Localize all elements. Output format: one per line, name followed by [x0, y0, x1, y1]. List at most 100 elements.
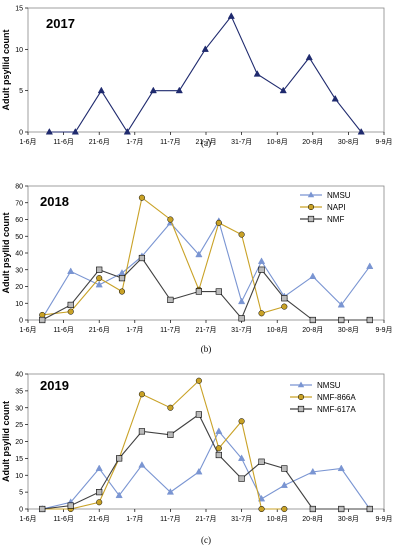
data-point — [67, 267, 75, 274]
data-point — [257, 257, 266, 264]
data-point — [95, 280, 103, 288]
data-point — [281, 465, 288, 472]
data-point — [215, 451, 222, 459]
y-tick-label: 50 — [15, 234, 23, 241]
x-tick-label: 31-7月 — [231, 138, 252, 146]
legend-marker — [307, 203, 315, 211]
series-nmsu — [38, 217, 374, 321]
x-tick-label: 30-8月 — [338, 515, 359, 523]
data-point — [227, 12, 235, 19]
data-point — [337, 300, 345, 308]
series-line — [41, 219, 371, 319]
x-tick-label: 20-8月 — [302, 515, 323, 523]
y-tick-label: 20 — [15, 284, 23, 291]
x-tick-label: 30-8月 — [338, 326, 359, 334]
y-tick-label: 40 — [15, 251, 23, 258]
x-tick-label: 11-7月 — [160, 138, 181, 146]
legend-entry: NMF — [327, 215, 344, 224]
x-tick-label: 10-8月 — [267, 515, 288, 523]
x-tick-label: 21-6月 — [89, 515, 110, 523]
x-tick-label: 21-6月 — [89, 326, 110, 334]
chart-panel-2: 0 10 20 30 40 50 60 70 80 1-6月 11-6月 21-6月 1-7月 11-7月… — [1, 184, 393, 355]
plot-frame — [27, 7, 385, 133]
data-point — [195, 411, 202, 418]
y-tick-label: 5 — [19, 490, 23, 497]
series-line — [42, 196, 285, 316]
legend-marker — [297, 405, 305, 413]
x-tick-label: 21-7月 — [195, 515, 216, 523]
series-line — [41, 257, 370, 321]
x-tick-label: 9-9月 — [375, 326, 392, 334]
data-point — [116, 455, 123, 462]
x-tick-label: 9-9月 — [375, 515, 392, 523]
legend-marker — [297, 393, 305, 401]
series-napi — [39, 194, 288, 319]
data-point — [238, 475, 245, 482]
data-point — [138, 428, 146, 435]
y-axis-label: Adult psyllid count — [1, 30, 11, 111]
data-point — [238, 418, 245, 425]
data-point — [96, 489, 103, 496]
y-tick-label: 35 — [15, 388, 23, 395]
chart-title: 2017 — [46, 16, 75, 31]
x-tick-label: 21-6月 — [89, 138, 110, 146]
legend-entry: NMSU — [327, 191, 351, 200]
data-point — [305, 53, 313, 61]
data-point — [138, 461, 146, 468]
y-tick-label: 40 — [15, 372, 23, 379]
data-point — [95, 464, 103, 472]
x-tick-label: 11-7月 — [160, 515, 181, 523]
data-point — [309, 505, 316, 513]
series-nmf-617a — [39, 411, 373, 513]
series-nmf-866a — [39, 377, 288, 513]
data-point — [195, 288, 202, 295]
data-point — [366, 316, 373, 324]
data-point — [118, 288, 126, 295]
figure-caption: (b) — [201, 344, 212, 354]
data-point — [96, 499, 103, 506]
series-line — [42, 413, 370, 510]
data-point — [149, 86, 157, 94]
data-point — [357, 127, 365, 135]
y-tick-label: 10 — [15, 301, 23, 308]
data-point — [281, 505, 288, 513]
data-point — [215, 427, 223, 434]
y-tick-label: 15 — [15, 6, 23, 13]
x-tick-label: 21-7月 — [195, 138, 216, 146]
x-tick-label: 21-7月 — [195, 326, 216, 334]
data-point — [39, 505, 46, 513]
y-tick-label: 0 — [19, 318, 23, 325]
x-tick-label: 1-6月 — [19, 515, 36, 523]
y-axis-label: Adult psyllid count — [1, 401, 11, 482]
y-tick-label: 30 — [15, 267, 23, 274]
data-point — [195, 467, 203, 475]
data-point — [258, 505, 265, 513]
legend-entry: NMSU — [317, 381, 341, 390]
data-point — [258, 310, 265, 317]
figure-caption: (c) — [201, 535, 211, 545]
x-tick-label: 30-8月 — [338, 138, 359, 146]
data-point — [67, 308, 74, 315]
series-nmf — [39, 254, 373, 324]
data-point — [309, 272, 317, 279]
x-tick-label: 9-9月 — [375, 138, 392, 146]
data-point — [118, 269, 126, 276]
series-nmsu — [38, 427, 374, 512]
data-point — [195, 377, 202, 384]
data-point — [258, 266, 265, 273]
legend-entry: NAPI — [327, 203, 346, 212]
y-tick-label: 30 — [15, 405, 23, 412]
data-point — [167, 404, 174, 411]
x-tick-label: 1-7月 — [126, 326, 143, 334]
data-point — [338, 505, 345, 513]
data-point — [258, 458, 265, 465]
data-point — [166, 488, 175, 495]
x-tick-label: 11-6月 — [53, 515, 74, 523]
x-tick-label: 10-8月 — [267, 326, 288, 334]
y-tick-label: 0 — [19, 130, 23, 137]
data-point — [115, 491, 123, 499]
data-point — [123, 127, 131, 135]
data-point — [238, 315, 245, 322]
series-line — [42, 430, 371, 510]
legend-marker — [307, 215, 315, 223]
